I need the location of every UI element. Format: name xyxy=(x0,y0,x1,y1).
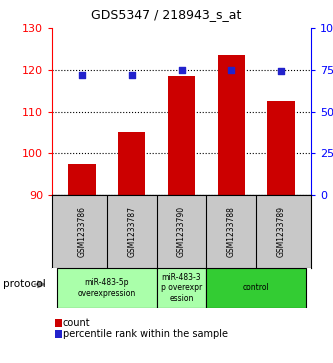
Bar xyxy=(157,268,206,308)
Point xyxy=(278,69,284,74)
Point xyxy=(79,72,85,78)
Text: GSM1233790: GSM1233790 xyxy=(177,206,186,257)
Bar xyxy=(206,268,306,308)
Bar xyxy=(57,268,157,308)
Text: miR-483-3
p overexpr
ession: miR-483-3 p overexpr ession xyxy=(161,273,202,303)
Point xyxy=(129,72,134,78)
Text: control: control xyxy=(243,284,270,293)
Text: GSM1233789: GSM1233789 xyxy=(277,206,286,257)
Bar xyxy=(118,132,146,195)
Text: percentile rank within the sample: percentile rank within the sample xyxy=(63,329,228,339)
Text: GSM1233788: GSM1233788 xyxy=(227,206,236,257)
Bar xyxy=(168,76,195,195)
Bar xyxy=(217,55,245,195)
Bar xyxy=(68,164,96,195)
Point xyxy=(229,67,234,73)
Bar xyxy=(267,101,295,195)
Text: count: count xyxy=(63,318,90,328)
Text: miR-483-5p
overexpression: miR-483-5p overexpression xyxy=(78,278,136,298)
Text: GDS5347 / 218943_s_at: GDS5347 / 218943_s_at xyxy=(91,8,242,21)
Text: GSM1233787: GSM1233787 xyxy=(127,206,136,257)
Text: protocol: protocol xyxy=(3,280,46,289)
Text: GSM1233786: GSM1233786 xyxy=(77,206,86,257)
Point xyxy=(179,67,184,73)
